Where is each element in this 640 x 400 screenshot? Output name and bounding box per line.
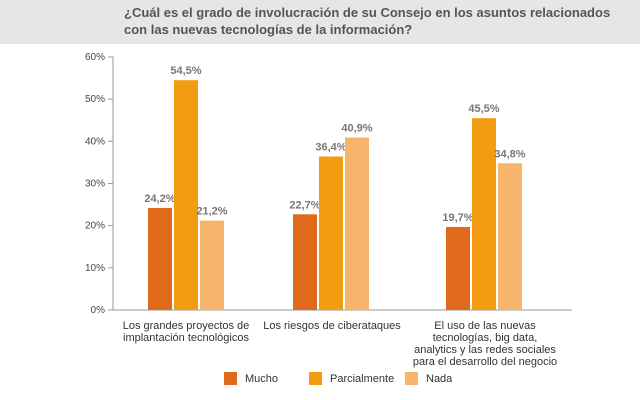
bar-parcialmente [319, 156, 343, 310]
y-tick-label: 40% [85, 136, 105, 147]
data-label: 22,7% [289, 199, 320, 211]
title-band: ¿Cuál es el grado de involucración de su… [0, 0, 640, 44]
legend: Mucho Parcialmente Nada [0, 372, 640, 394]
bar-mucho [446, 226, 470, 310]
y-tick-label: 30% [85, 179, 105, 190]
y-tick-label: 20% [85, 221, 105, 232]
bar-nada [498, 163, 522, 310]
data-label: 34,8% [494, 148, 525, 160]
chart-title: ¿Cuál es el grado de involucración de su… [124, 5, 611, 37]
bar-nada [200, 220, 224, 310]
data-label: 21,2% [196, 206, 227, 218]
legend-swatch-parcialmente [309, 372, 322, 385]
bar-parcialmente [472, 118, 496, 311]
category-label-1: Los grandes proyectos de implantación te… [122, 320, 250, 344]
bar-mucho [148, 207, 172, 310]
y-tick-label: 50% [85, 94, 105, 105]
legend-item-parcialmente: Parcialmente [309, 372, 394, 385]
bar-mucho [293, 214, 317, 310]
legend-item-mucho: Mucho [224, 372, 278, 385]
data-label: 40,9% [341, 123, 372, 135]
legend-swatch-nada [405, 372, 418, 385]
data-label: 24,2% [144, 193, 175, 205]
bar-parcialmente [174, 80, 198, 310]
legend-swatch-mucho [224, 372, 237, 385]
data-label: 36,4% [315, 142, 346, 154]
legend-label-nada: Nada [426, 372, 453, 385]
category-label-2: Los riesgos de ciberataques [263, 320, 401, 332]
bar-nada [345, 137, 369, 310]
legend-item-nada: Nada [405, 372, 452, 385]
y-tick-label: 60% [85, 52, 105, 63]
data-label: 19,7% [442, 212, 473, 224]
y-tick-label: 0% [91, 305, 106, 316]
data-label: 45,5% [468, 103, 499, 115]
legend-label-mucho: Mucho [245, 372, 279, 385]
legend-label-parcialmente: Parcialmente [330, 372, 395, 385]
data-label: 54,5% [170, 65, 201, 77]
category-label-3: El uso de las nuevas tecnologías, big da… [412, 320, 558, 368]
y-tick-label: 10% [85, 263, 105, 274]
